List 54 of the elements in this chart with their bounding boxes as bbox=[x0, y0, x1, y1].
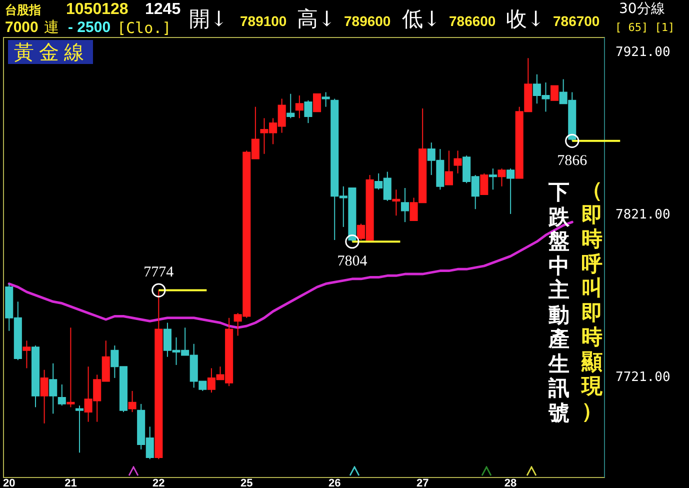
text: 789100 bbox=[240, 13, 287, 29]
chart-title: 黃金線 bbox=[8, 40, 93, 64]
text: 台股指 bbox=[5, 3, 41, 17]
text: 開↓ bbox=[189, 7, 228, 31]
text: 789600 bbox=[344, 13, 391, 29]
candlestick bbox=[506, 168, 515, 214]
text: 下跌盤中主動產生訊號 bbox=[548, 180, 570, 424]
candlestick bbox=[550, 85, 559, 101]
candlestick bbox=[295, 94, 304, 119]
candlestick bbox=[40, 369, 48, 424]
text: 收↓ bbox=[506, 7, 545, 31]
text: 連 bbox=[44, 18, 59, 36]
text: 786600 bbox=[449, 13, 496, 29]
text: 30分線 bbox=[619, 1, 665, 17]
candlestick bbox=[49, 362, 58, 414]
text: 7000 bbox=[5, 19, 38, 36]
candlestick bbox=[286, 93, 295, 119]
candlestick bbox=[58, 384, 66, 406]
candlestick bbox=[75, 405, 84, 454]
annotation: 7866 bbox=[557, 152, 588, 169]
candlestick bbox=[454, 150, 462, 174]
candlestick bbox=[22, 340, 31, 369]
candlestick bbox=[322, 92, 330, 108]
candlestick bbox=[392, 189, 400, 216]
x-tick-label: 28 bbox=[504, 478, 517, 488]
annotation: 7804 bbox=[337, 254, 368, 270]
text: [Clo.] bbox=[117, 19, 172, 37]
x-tick-label: 26 bbox=[328, 478, 341, 488]
text: 786700 bbox=[553, 13, 600, 29]
candlestick bbox=[480, 172, 488, 195]
y-tick-label: 7821.00 bbox=[616, 207, 670, 222]
candlestick bbox=[498, 168, 506, 187]
candlestick bbox=[128, 390, 136, 413]
text: 1050128 bbox=[66, 1, 128, 18]
text: [ 65] [1] bbox=[615, 21, 675, 34]
x-tick-label: 20 bbox=[2, 478, 16, 488]
candlestick bbox=[66, 327, 75, 408]
y-tick-label: 7921.00 bbox=[616, 45, 670, 60]
x-tick-label: 21 bbox=[64, 478, 77, 488]
candlestick bbox=[304, 100, 312, 124]
candlestick bbox=[444, 150, 453, 186]
text: 低↓ bbox=[402, 7, 441, 31]
text: 高↓ bbox=[297, 7, 336, 31]
y-tick-label: 7721.00 bbox=[616, 370, 670, 385]
text: （即時呼叫即時顯現） bbox=[582, 178, 602, 422]
x-tick-label: 25 bbox=[240, 478, 253, 488]
candlestick bbox=[312, 93, 322, 112]
x-tick-label: 27 bbox=[416, 478, 429, 488]
text: 1245 bbox=[145, 1, 181, 18]
candlestick bbox=[400, 187, 410, 223]
text: - 2500 bbox=[68, 19, 111, 36]
annotation: 7774 bbox=[144, 264, 174, 280]
x-tick-label: 22 bbox=[152, 478, 165, 488]
candlestick bbox=[488, 168, 497, 190]
